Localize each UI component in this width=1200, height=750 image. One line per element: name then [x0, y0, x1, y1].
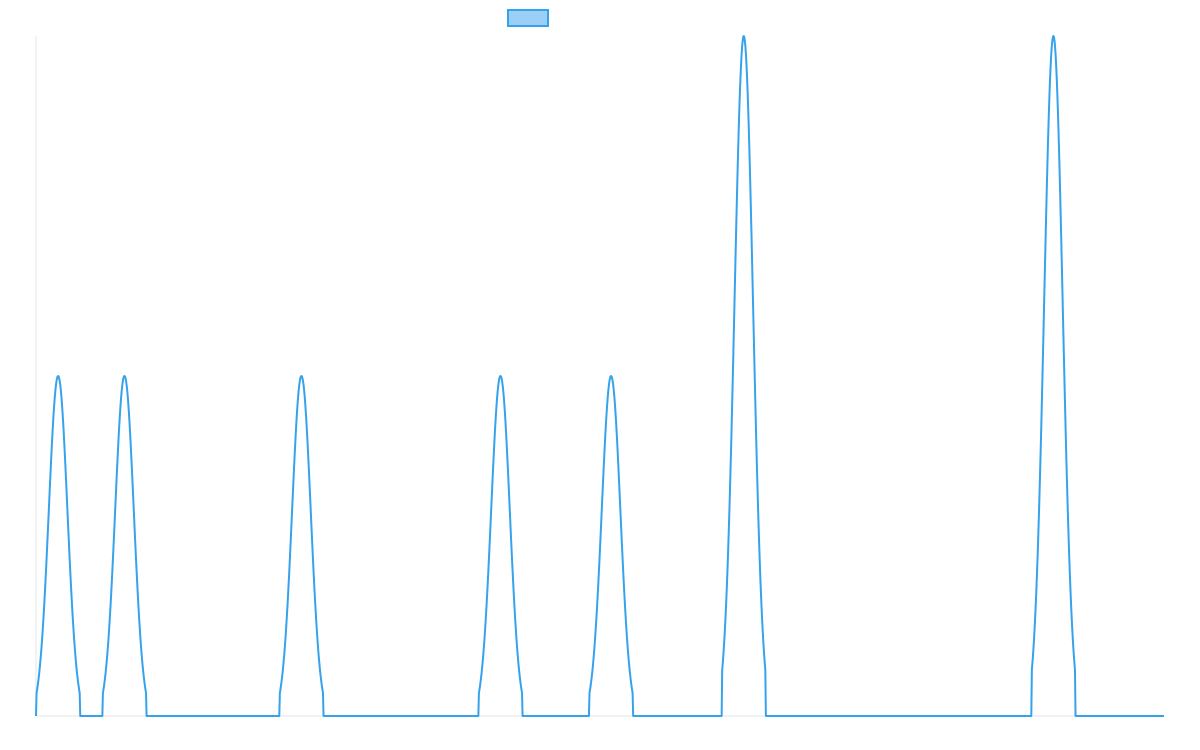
axes: [35, 36, 1164, 717]
legend-swatch: [507, 9, 549, 27]
legend: [507, 9, 549, 27]
series-line: [35, 35, 1165, 717]
series-layer: [35, 35, 1165, 717]
